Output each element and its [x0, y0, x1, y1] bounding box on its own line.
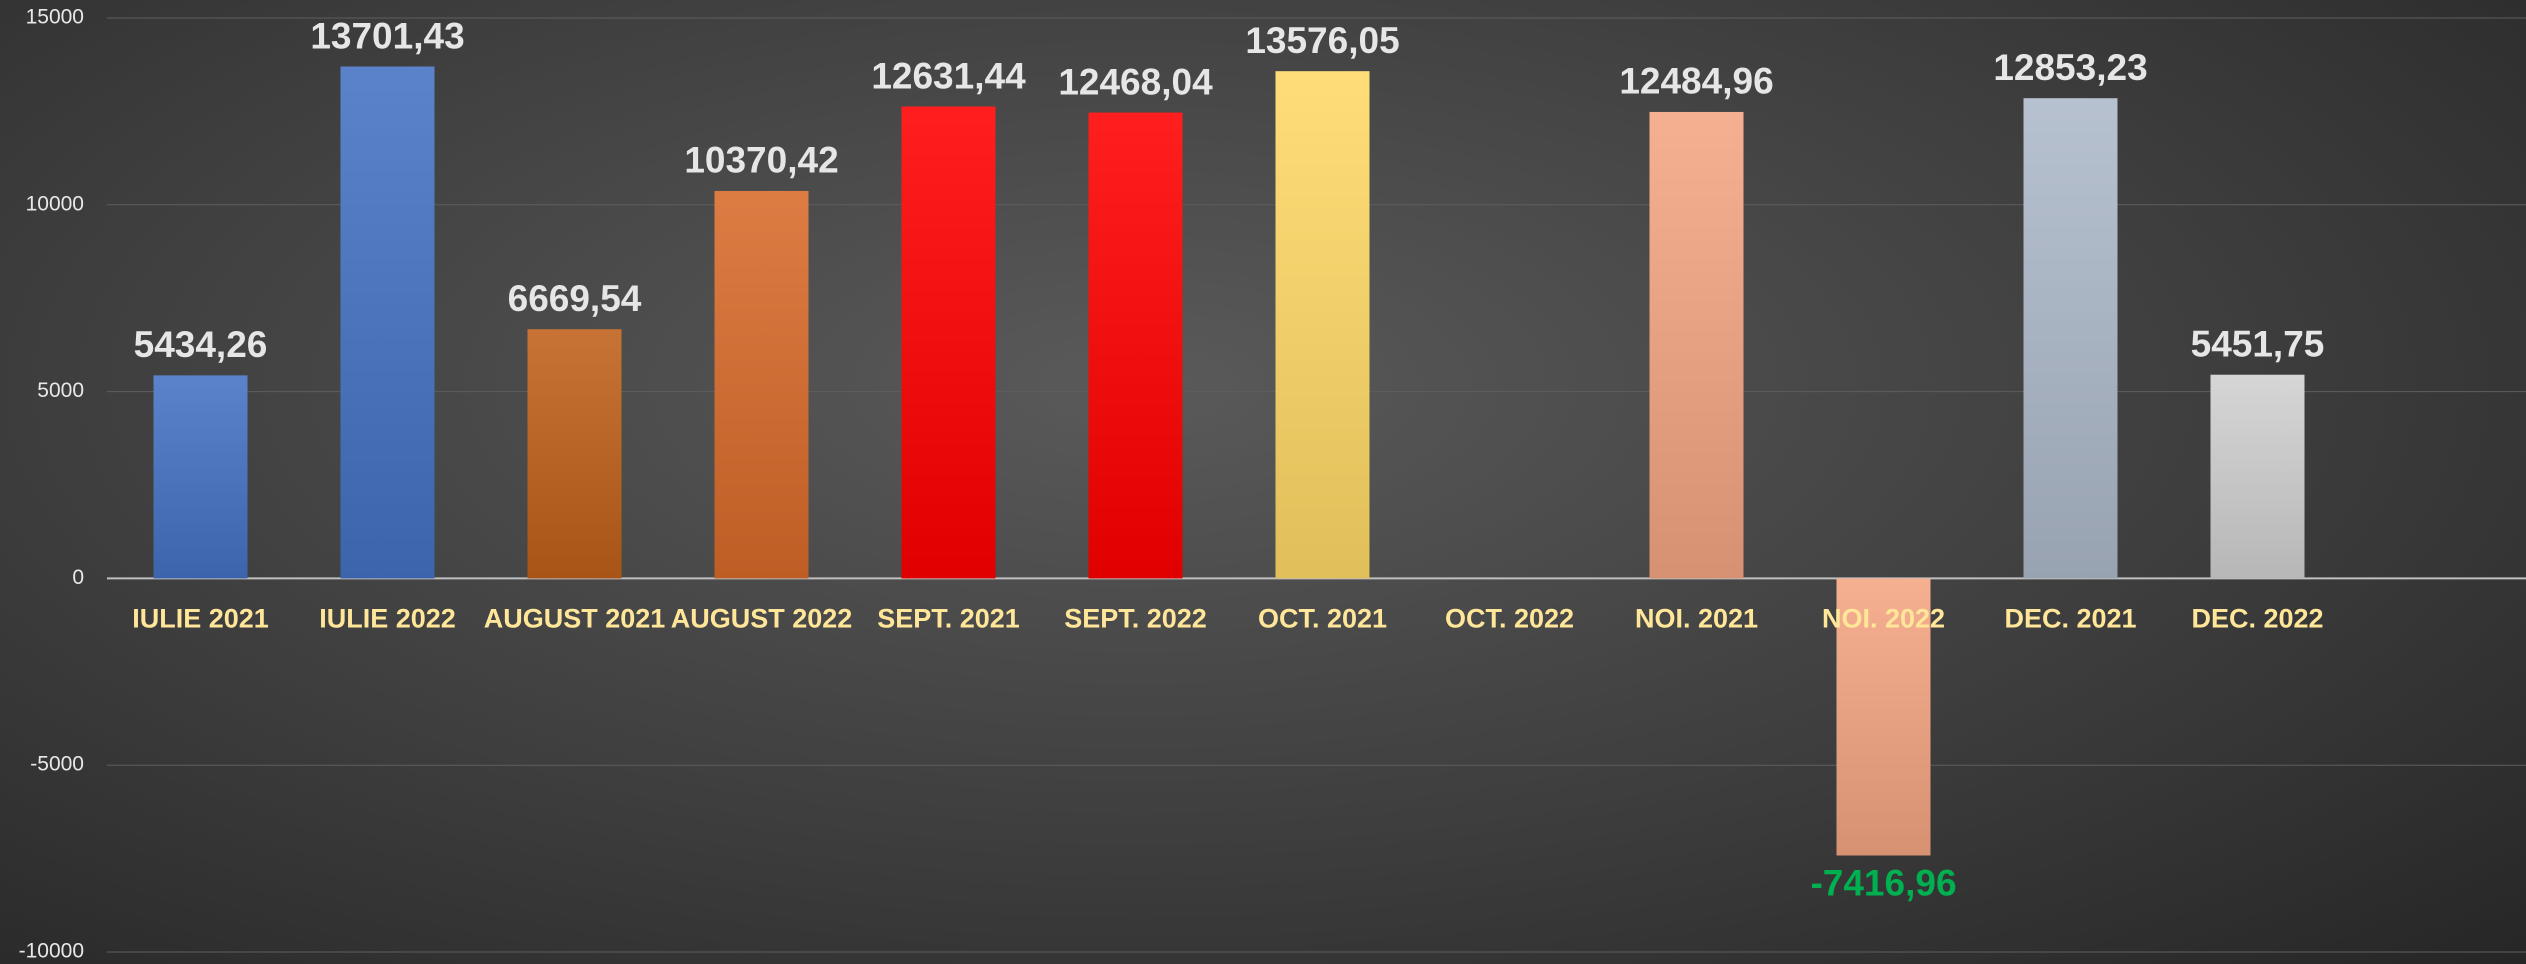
value-label: 10370,42 — [684, 140, 838, 181]
bar-shade — [1836, 578, 1931, 856]
value-label: 13576,05 — [1245, 20, 1399, 61]
x-tick-label: IULIE 2021 — [132, 604, 269, 634]
bar-shade — [1649, 111, 1744, 579]
bar-shade — [714, 190, 809, 579]
y-tick-label: -10000 — [19, 940, 84, 963]
x-tick-label: IULIE 2022 — [319, 604, 456, 634]
bar-shade — [1275, 71, 1370, 579]
y-tick-label: 15000 — [26, 6, 84, 29]
bar-shade — [2210, 374, 2305, 579]
value-label: 5434,26 — [134, 324, 268, 365]
bar-shade — [1088, 112, 1183, 579]
x-tick-label: AUGUST 2021 — [484, 604, 666, 634]
bar-shade — [527, 329, 622, 579]
value-label: 6669,54 — [508, 278, 642, 319]
value-label: -7416,96 — [1810, 862, 1956, 903]
value-label: 13701,43 — [310, 15, 464, 56]
x-tick-label: DEC. 2022 — [2191, 604, 2323, 634]
bar-shade — [340, 66, 435, 579]
value-label: 12484,96 — [1619, 61, 1773, 102]
value-label: 5451,75 — [2191, 324, 2325, 365]
x-tick-label: NOI. 2021 — [1635, 604, 1758, 634]
bar-shade — [2023, 98, 2118, 579]
x-tick-label: SEPT. 2021 — [877, 604, 1020, 634]
x-tick-label: OCT. 2022 — [1445, 604, 1574, 634]
x-tick-label: SEPT. 2022 — [1064, 604, 1207, 634]
y-tick-label: 10000 — [26, 192, 84, 215]
bar-shade — [153, 375, 248, 579]
value-label: 12853,23 — [1993, 47, 2147, 88]
y-tick-label: 5000 — [37, 379, 84, 402]
value-label: 12631,44 — [871, 55, 1026, 96]
x-tick-label: NOI. 2022 — [1822, 604, 1945, 634]
x-tick-label: OCT. 2021 — [1258, 604, 1387, 634]
bar-shade — [901, 106, 996, 579]
y-tick-label: -5000 — [30, 753, 84, 776]
y-tick-label: 0 — [72, 566, 84, 589]
x-tick-label: DEC. 2021 — [2004, 604, 2136, 634]
value-label: 12468,04 — [1058, 61, 1213, 102]
x-tick-label: AUGUST 2022 — [671, 604, 853, 634]
